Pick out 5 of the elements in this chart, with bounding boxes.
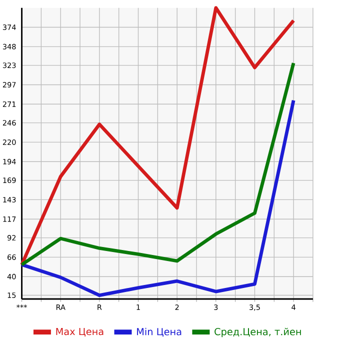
line-series (20, 61, 296, 266)
legend-label: Max Цена (56, 328, 104, 336)
legend-label: Min Цена (137, 328, 182, 337)
line-series (20, 98, 296, 297)
legend-label: Сред.Цена, т.йен (214, 328, 301, 338)
